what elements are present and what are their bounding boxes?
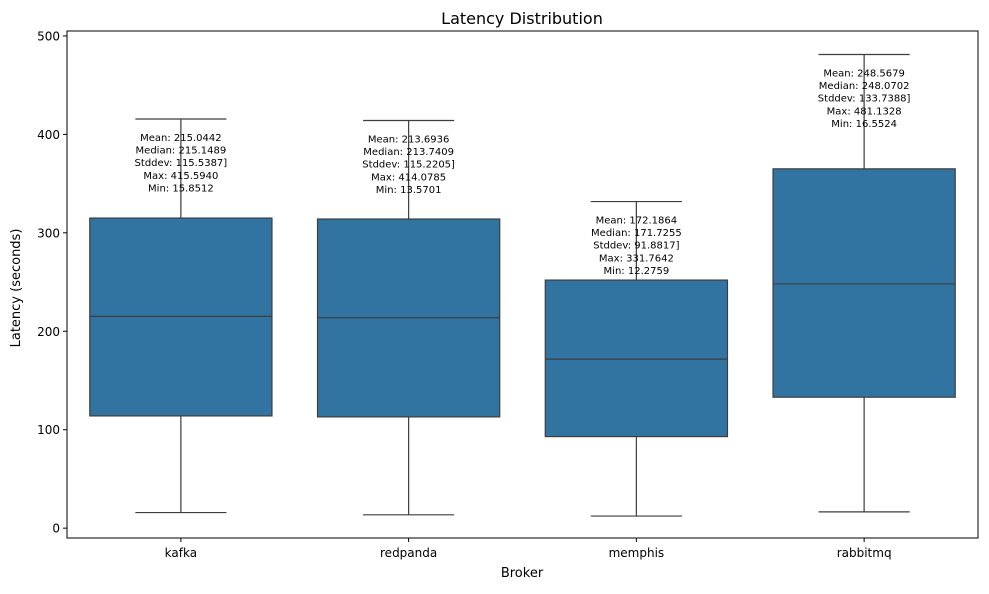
plot-frame (66, 30, 979, 539)
stats-annotation-line: Stddev: 115.2205] (362, 160, 455, 171)
stats-annotation-line: Mean: 215.0442 (140, 133, 222, 144)
x-axis-label: Broker (501, 566, 544, 581)
x-tick-label-memphis: memphis (609, 546, 665, 560)
y-tick-label: 300 (37, 226, 60, 240)
stats-annotation-line: Median: 171.7255 (591, 228, 682, 239)
y-tick-label: 200 (37, 325, 60, 339)
stats-annotation-line: Stddev: 133.7388] (818, 94, 911, 105)
stats-annotation-line: Mean: 213.6936 (368, 135, 450, 146)
y-tick-label: 400 (37, 128, 60, 142)
stats-annotation-line: Min: 16.5524 (831, 119, 897, 130)
plot-area: 0 100 200 300 400 500 kafka Mean: 215.0442 Media… (37, 29, 956, 560)
stats-annotation-line: Max: 481.1328 (827, 106, 902, 117)
stats-annotation-line: Median: 248.0702 (819, 81, 910, 92)
y-tick-label: 100 (37, 423, 60, 437)
stats-annotation-line: Max: 331.7642 (599, 253, 674, 264)
x-tick-label-rabbitmq: rabbitmq (837, 546, 892, 560)
stats-annotation-line: Median: 213.7409 (363, 147, 454, 158)
box-rabbitmq (772, 168, 956, 398)
stats-annotation-line: Mean: 248.5679 (823, 68, 905, 79)
stats-annotation-line: Max: 415.5940 (143, 171, 218, 182)
stats-annotation-line: Stddev: 91.8817] (593, 241, 679, 252)
x-tick-label-redpanda: redpanda (380, 546, 437, 560)
chart-title: Latency Distribution (441, 9, 603, 28)
y-axis-label: Latency (seconds) (9, 229, 24, 348)
box-kafka (89, 217, 273, 417)
stats-annotation-line: Min: 13.5701 (376, 185, 442, 196)
y-tick-label: 0 (52, 522, 60, 536)
stats-annotation-line: Median: 215.1489 (136, 146, 227, 157)
stats-annotation-line: Max: 414.0785 (371, 172, 446, 183)
box-memphis (544, 279, 729, 438)
stats-annotation-line: Min: 15.8512 (148, 183, 214, 194)
y-tick-label: 500 (37, 29, 60, 43)
stats-annotation-line: Stddev: 115.5387] (135, 158, 228, 169)
stats-annotation-line: Mean: 172.1864 (596, 216, 678, 227)
x-tick-label-kafka: kafka (165, 546, 197, 560)
stats-annotation-line: Min: 12.2759 (604, 266, 670, 277)
